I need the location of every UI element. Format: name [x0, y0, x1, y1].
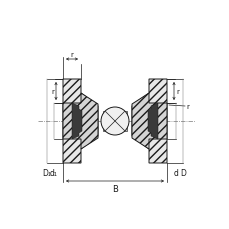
Circle shape [101, 108, 128, 135]
Polygon shape [63, 94, 98, 149]
Text: r: r [51, 89, 54, 95]
Text: B: B [112, 184, 117, 193]
Text: r: r [70, 52, 73, 58]
Polygon shape [131, 80, 166, 163]
Text: D: D [179, 168, 185, 177]
Polygon shape [147, 104, 157, 139]
Text: d₁: d₁ [50, 168, 58, 177]
Text: r: r [175, 89, 178, 95]
Text: d: d [173, 168, 178, 177]
Polygon shape [72, 104, 82, 139]
Polygon shape [63, 80, 98, 163]
Polygon shape [131, 94, 166, 149]
Text: r: r [185, 104, 188, 109]
Text: D₁: D₁ [42, 168, 51, 177]
Bar [103, 112, 126, 131]
